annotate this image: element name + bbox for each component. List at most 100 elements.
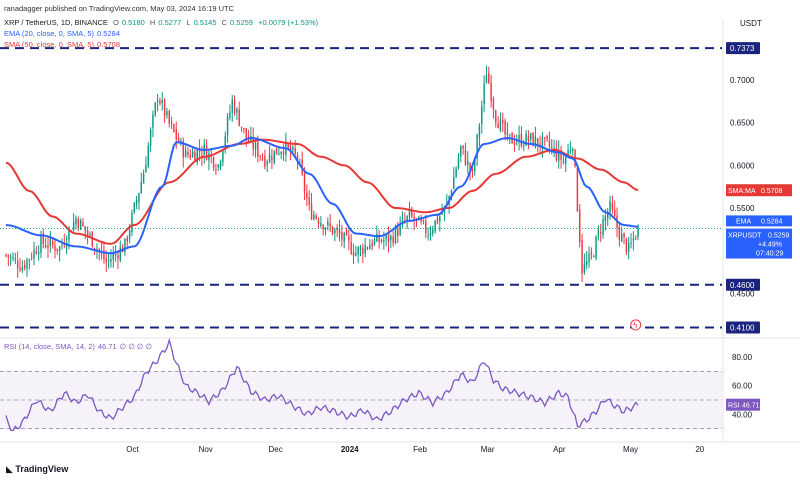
candle[interactable] — [408, 201, 411, 221]
candle[interactable] — [79, 218, 82, 230]
candle[interactable] — [329, 214, 331, 232]
candle[interactable] — [502, 112, 504, 133]
candle[interactable] — [121, 243, 124, 253]
candle[interactable] — [539, 135, 541, 153]
candle[interactable] — [33, 241, 35, 266]
candle[interactable] — [224, 131, 226, 154]
candle[interactable] — [434, 220, 436, 234]
rsi-legend[interactable]: RSI (14, close, SMA, 14, 2) 46.71 ∅ ∅ ∅ ∅ — [4, 342, 155, 352]
candle[interactable] — [595, 235, 597, 261]
candle[interactable] — [196, 149, 198, 166]
candle[interactable] — [497, 116, 499, 129]
candle[interactable] — [625, 237, 628, 256]
candle[interactable] — [126, 235, 128, 249]
candle[interactable] — [182, 137, 184, 168]
candle[interactable] — [259, 154, 261, 161]
symbol-title[interactable]: XRP / TetherUS, 1D, BINANCE — [4, 18, 108, 27]
candle[interactable] — [131, 209, 133, 237]
candle[interactable] — [588, 246, 590, 268]
candle[interactable] — [301, 151, 303, 177]
candle[interactable] — [44, 237, 47, 249]
candle[interactable] — [194, 147, 196, 161]
candle[interactable] — [47, 237, 49, 258]
candle[interactable] — [154, 101, 156, 118]
candle[interactable] — [343, 231, 345, 249]
candle[interactable] — [576, 164, 579, 212]
candle[interactable] — [19, 258, 21, 273]
candle[interactable] — [618, 222, 621, 247]
candle[interactable] — [217, 163, 219, 171]
candle[interactable] — [222, 148, 224, 167]
candle[interactable] — [61, 238, 63, 250]
candle[interactable] — [273, 150, 275, 165]
candle[interactable] — [460, 145, 462, 163]
candle[interactable] — [191, 146, 194, 158]
candle[interactable] — [243, 127, 245, 134]
candle[interactable] — [583, 253, 586, 275]
candle[interactable] — [166, 107, 168, 119]
candle[interactable] — [105, 250, 108, 273]
candle[interactable] — [142, 169, 145, 184]
candle[interactable] — [390, 234, 392, 249]
candle[interactable] — [184, 144, 187, 158]
candle[interactable] — [541, 131, 544, 158]
candle[interactable] — [558, 140, 560, 169]
sma-legend[interactable]: SMA (50, close, 0, SMA, 5) 0.5708 — [4, 40, 123, 50]
candle[interactable] — [278, 147, 280, 156]
candle[interactable] — [499, 112, 502, 133]
tradingview-logo[interactable]: ◣ TradingView — [6, 464, 68, 475]
candle[interactable] — [261, 153, 264, 161]
candle[interactable] — [12, 252, 14, 262]
alert-marker-icon[interactable]: ϟ — [630, 319, 642, 331]
candle[interactable] — [520, 126, 523, 149]
candle[interactable] — [145, 156, 147, 173]
candle[interactable] — [135, 195, 138, 210]
candle[interactable] — [593, 254, 595, 258]
candle[interactable] — [324, 226, 327, 236]
candle[interactable] — [313, 210, 315, 221]
candle[interactable] — [49, 230, 52, 253]
candle[interactable] — [266, 159, 268, 173]
candle[interactable] — [572, 147, 574, 156]
candle[interactable] — [82, 218, 84, 227]
candle[interactable] — [16, 251, 19, 278]
sma-50-line[interactable] — [5, 138, 639, 245]
candle[interactable] — [310, 192, 313, 221]
candle[interactable] — [369, 239, 371, 250]
candle[interactable] — [359, 244, 362, 257]
candle[interactable] — [23, 260, 26, 271]
candle[interactable] — [35, 246, 38, 255]
candle[interactable] — [544, 136, 546, 147]
candle[interactable] — [632, 231, 635, 251]
candle[interactable] — [586, 251, 588, 270]
candle[interactable] — [285, 132, 287, 162]
candle[interactable] — [163, 98, 166, 124]
candle[interactable] — [331, 225, 334, 236]
candle[interactable] — [268, 145, 271, 164]
candle[interactable] — [504, 118, 506, 141]
candle[interactable] — [336, 224, 338, 238]
candle[interactable] — [623, 232, 625, 245]
candle[interactable] — [308, 190, 310, 211]
candle[interactable] — [317, 217, 320, 229]
candle[interactable] — [98, 247, 101, 261]
candle[interactable] — [240, 126, 243, 132]
candle[interactable] — [124, 238, 126, 257]
candle[interactable] — [357, 245, 359, 263]
candle[interactable] — [378, 230, 380, 249]
candle[interactable] — [380, 238, 383, 244]
candle[interactable] — [173, 123, 175, 133]
candle[interactable] — [401, 211, 404, 228]
candle[interactable] — [138, 192, 140, 210]
candle[interactable] — [527, 130, 530, 150]
candle[interactable] — [492, 96, 495, 119]
candle[interactable] — [226, 112, 229, 143]
candle[interactable] — [453, 167, 455, 190]
candle[interactable] — [613, 200, 616, 219]
candle[interactable] — [513, 134, 516, 152]
candle[interactable] — [170, 116, 173, 130]
candle[interactable] — [203, 138, 205, 164]
candle[interactable] — [597, 225, 600, 241]
candle[interactable] — [149, 127, 152, 153]
candle[interactable] — [634, 235, 637, 240]
